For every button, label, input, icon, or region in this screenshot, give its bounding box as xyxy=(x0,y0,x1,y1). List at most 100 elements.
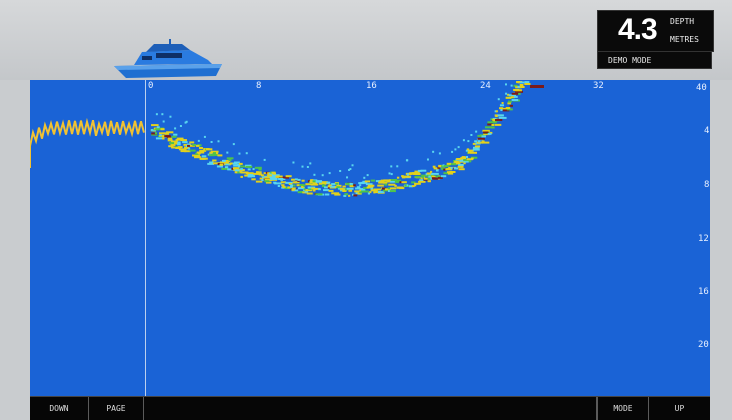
echo-mark xyxy=(189,141,195,144)
echo-mark xyxy=(304,189,313,192)
echo-mark xyxy=(510,96,516,99)
echo-mark xyxy=(308,187,314,190)
history-cursor-line[interactable] xyxy=(145,80,146,396)
echo-mark xyxy=(219,161,227,164)
echo-speck xyxy=(462,139,465,142)
echo-mark xyxy=(394,181,399,183)
echo-mark xyxy=(453,167,459,170)
echo-mark xyxy=(383,179,391,182)
echo-mark xyxy=(367,184,375,187)
echo-mark xyxy=(357,192,362,195)
echo-mark xyxy=(217,154,223,157)
echo-speck xyxy=(348,169,351,171)
mode-button[interactable]: MODE xyxy=(597,397,649,420)
echo-mark xyxy=(294,181,297,184)
down-button[interactable]: DOWN xyxy=(30,397,89,420)
echo-mark xyxy=(421,175,425,178)
echo-mark xyxy=(253,172,261,175)
echo-speck xyxy=(203,135,206,138)
echo-mark xyxy=(383,181,388,184)
echo-mark xyxy=(427,180,431,183)
echo-mark xyxy=(254,166,262,169)
echo-mark xyxy=(330,185,336,188)
echo-mark xyxy=(378,181,385,184)
echo-mark xyxy=(178,148,187,151)
echo-mark xyxy=(472,146,480,149)
echo-mark xyxy=(390,180,395,183)
echo-mark xyxy=(431,175,436,178)
echo-mark xyxy=(346,187,354,190)
echo-mark xyxy=(236,163,240,166)
echo-mark xyxy=(267,174,275,177)
echo-mark xyxy=(192,144,197,146)
echo-mark xyxy=(171,135,177,138)
echo-mark xyxy=(264,178,273,181)
echo-mark xyxy=(482,129,490,132)
echo-mark xyxy=(245,164,252,167)
echo-mark xyxy=(245,172,254,175)
echo-mark xyxy=(281,184,285,187)
echo-mark xyxy=(194,156,202,159)
echo-mark xyxy=(430,170,433,173)
echo-mark xyxy=(361,190,369,193)
echo-mark xyxy=(506,108,513,111)
echo-speck xyxy=(451,150,454,153)
echo-mark xyxy=(427,177,433,180)
echo-mark xyxy=(198,147,203,149)
echo-mark xyxy=(321,181,328,184)
echo-mark xyxy=(210,150,219,153)
echo-mark xyxy=(177,141,181,144)
echo-mark xyxy=(458,164,464,166)
echo-mark xyxy=(367,192,371,195)
echo-mark xyxy=(345,182,352,185)
echo-mark xyxy=(171,146,177,149)
echo-mark xyxy=(520,86,525,88)
echo-mark xyxy=(274,182,282,185)
page-button[interactable]: PAGE xyxy=(89,397,144,420)
echo-mark xyxy=(463,162,466,165)
echo-mark xyxy=(405,175,411,178)
echo-mark xyxy=(151,132,158,135)
echo-mark xyxy=(524,83,531,85)
echo-mark xyxy=(343,194,347,197)
echo-mark xyxy=(449,171,456,173)
echo-mark xyxy=(446,162,452,165)
echo-mark xyxy=(470,157,474,160)
echo-mark xyxy=(245,165,253,168)
echo-mark xyxy=(294,178,298,181)
echo-mark xyxy=(312,180,316,183)
echo-mark xyxy=(412,172,420,175)
echo-mark xyxy=(166,131,174,134)
echo-mark xyxy=(426,172,431,175)
echo-mark xyxy=(456,158,464,160)
echo-mark xyxy=(342,190,347,192)
echo-mark xyxy=(481,135,486,138)
echo-mark xyxy=(166,136,172,139)
echo-mark xyxy=(227,168,234,171)
echo-mark xyxy=(411,185,415,188)
echo-mark xyxy=(420,174,428,177)
echo-mark xyxy=(170,140,178,143)
depth-tick-20: 20 xyxy=(698,340,709,350)
echo-mark xyxy=(348,194,351,197)
echo-mark xyxy=(154,132,158,135)
depth-tick-12: 12 xyxy=(698,234,709,244)
echo-mark xyxy=(277,185,280,187)
strong-echo xyxy=(530,85,544,88)
echo-mark xyxy=(457,165,464,168)
echo-mark xyxy=(505,96,512,99)
echo-mark xyxy=(491,124,494,126)
echo-speck xyxy=(179,125,182,127)
echo-mark xyxy=(229,162,235,165)
echo-mark xyxy=(468,149,474,152)
echo-mark xyxy=(440,167,445,170)
up-button[interactable]: UP xyxy=(674,404,685,413)
echo-mark xyxy=(262,176,266,179)
echo-mark xyxy=(326,181,329,184)
echo-mark xyxy=(249,175,256,178)
echo-mark xyxy=(302,184,306,187)
echo-mark xyxy=(454,160,460,163)
echo-mark xyxy=(228,158,232,161)
echo-speck xyxy=(174,127,177,130)
echo-mark xyxy=(159,134,162,137)
